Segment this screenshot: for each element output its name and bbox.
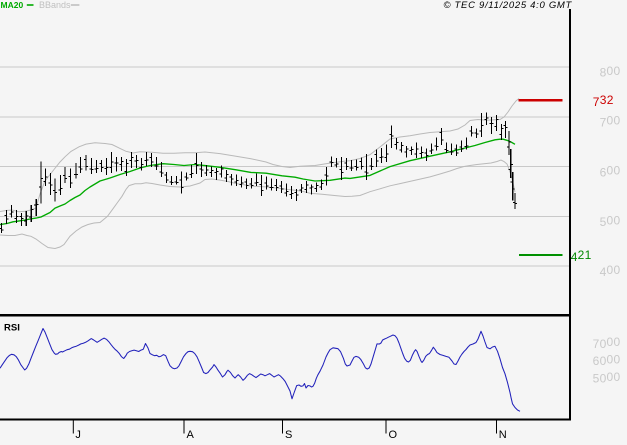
svg-text:A: A (187, 429, 195, 440)
svg-text:600: 600 (600, 164, 621, 180)
svg-text:700: 700 (600, 114, 621, 130)
svg-text:RSI: RSI (4, 323, 20, 334)
svg-text:5000: 5000 (593, 370, 621, 386)
svg-text:O: O (389, 429, 398, 440)
svg-text:6000: 6000 (593, 352, 621, 368)
svg-text:MA20: MA20 (1, 0, 24, 10)
svg-text:421: 421 (571, 248, 592, 264)
svg-text:S: S (285, 429, 292, 440)
svg-text:800: 800 (600, 64, 621, 80)
svg-text:500: 500 (600, 213, 621, 229)
svg-text:J: J (75, 429, 81, 440)
svg-text:© TEC 9/11/2025 4:0 GMT: © TEC 9/11/2025 4:0 GMT (444, 0, 573, 11)
svg-text:BBands: BBands (39, 0, 71, 10)
svg-text:732: 732 (593, 93, 614, 109)
svg-text:400: 400 (600, 263, 621, 279)
svg-text:7000: 7000 (593, 335, 621, 351)
svg-text:N: N (499, 429, 507, 440)
